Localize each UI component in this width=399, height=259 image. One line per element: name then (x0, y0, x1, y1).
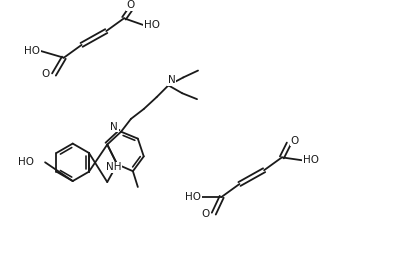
Text: O: O (42, 69, 50, 80)
Text: O: O (201, 208, 210, 219)
Text: HO: HO (302, 155, 319, 165)
Text: O: O (291, 136, 299, 146)
Text: HO: HO (24, 46, 40, 56)
Text: HO: HO (185, 192, 201, 202)
Text: N: N (111, 122, 118, 132)
Text: HO: HO (18, 157, 34, 167)
Text: N: N (168, 75, 175, 85)
Text: HO: HO (144, 20, 160, 30)
Text: NH: NH (106, 162, 121, 172)
Text: O: O (127, 1, 135, 10)
